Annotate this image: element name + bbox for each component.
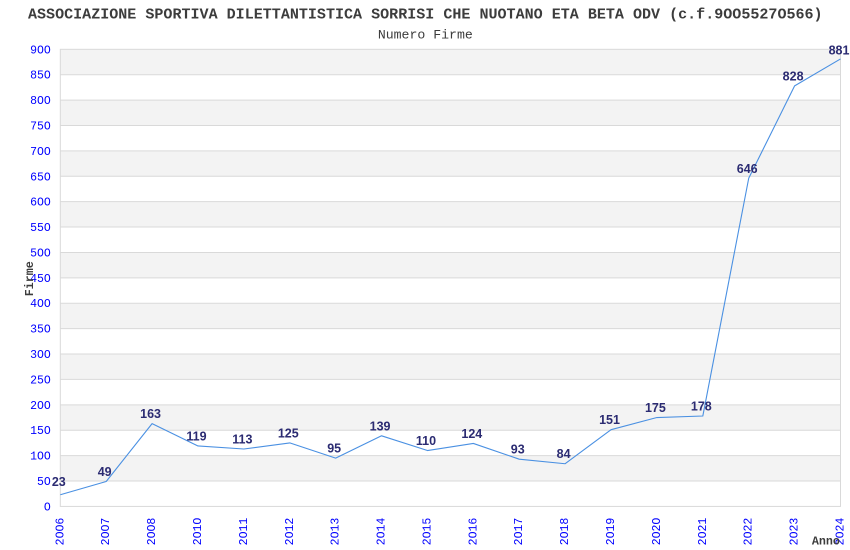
svg-text:2OO7: 2OO7 [100,518,113,546]
svg-text:7OO: 7OO [30,146,51,159]
svg-text:2O13: 2O13 [330,518,343,546]
svg-text:84: 84 [557,447,571,461]
svg-text:113: 113 [232,433,252,447]
svg-text:2O23: 2O23 [789,518,802,546]
svg-text:2O21: 2O21 [697,518,710,546]
svg-text:125: 125 [278,426,299,440]
svg-text:2OO6: 2OO6 [54,518,67,546]
svg-text:35O: 35O [30,324,51,337]
svg-text:25O: 25O [30,374,51,387]
svg-text:Numero Firme: Numero Firme [378,28,473,43]
svg-text:2O2O: 2O2O [651,518,664,546]
svg-text:5OO: 5OO [30,247,51,260]
svg-text:124: 124 [461,427,482,441]
svg-text:2O15: 2O15 [421,518,434,546]
svg-text:2O12: 2O12 [284,518,297,546]
svg-text:881: 881 [829,43,850,57]
svg-text:49: 49 [98,465,112,479]
svg-text:ASSOCIAZIONE SPORTIVA DILETTAN: ASSOCIAZIONE SPORTIVA DILETTANTISTICA SO… [28,6,823,24]
svg-text:93: 93 [511,443,525,457]
svg-text:65O: 65O [30,171,51,184]
svg-text:119: 119 [186,429,206,443]
svg-text:95: 95 [327,442,341,456]
svg-text:4OO: 4OO [30,298,51,311]
svg-text:55O: 55O [30,222,51,235]
svg-text:75O: 75O [30,120,51,133]
svg-text:646: 646 [737,162,758,176]
svg-text:2O1O: 2O1O [192,518,205,546]
svg-text:85O: 85O [30,70,51,83]
svg-text:23: 23 [52,475,66,489]
svg-text:6OO: 6OO [30,197,51,210]
svg-text:2O17: 2O17 [513,518,526,546]
svg-text:110: 110 [416,434,436,448]
svg-text:1OO: 1OO [30,451,51,464]
svg-text:2O18: 2O18 [559,518,572,546]
svg-text:3OO: 3OO [30,349,51,362]
svg-text:2OO: 2OO [30,400,51,413]
svg-text:2O11: 2O11 [238,518,251,546]
svg-text:8OO: 8OO [30,95,51,108]
svg-text:Anno: Anno [812,534,840,548]
svg-text:178: 178 [691,400,712,414]
svg-text:163: 163 [140,407,161,421]
svg-text:175: 175 [645,401,666,415]
svg-text:45O: 45O [30,273,51,286]
svg-text:2OO8: 2OO8 [146,518,159,546]
svg-text:15O: 15O [30,425,51,438]
svg-text:O: O [44,501,51,514]
svg-text:151: 151 [599,413,620,427]
svg-text:2O16: 2O16 [467,518,480,546]
svg-text:9OO: 9OO [30,44,51,57]
svg-text:2O19: 2O19 [605,518,618,546]
svg-text:828: 828 [783,69,804,83]
svg-text:139: 139 [370,419,391,433]
svg-text:2O14: 2O14 [376,518,389,546]
svg-text:Firme: Firme [23,261,37,296]
svg-text:2O24: 2O24 [835,518,848,546]
svg-text:5O: 5O [37,476,51,489]
svg-text:2O22: 2O22 [743,518,756,546]
